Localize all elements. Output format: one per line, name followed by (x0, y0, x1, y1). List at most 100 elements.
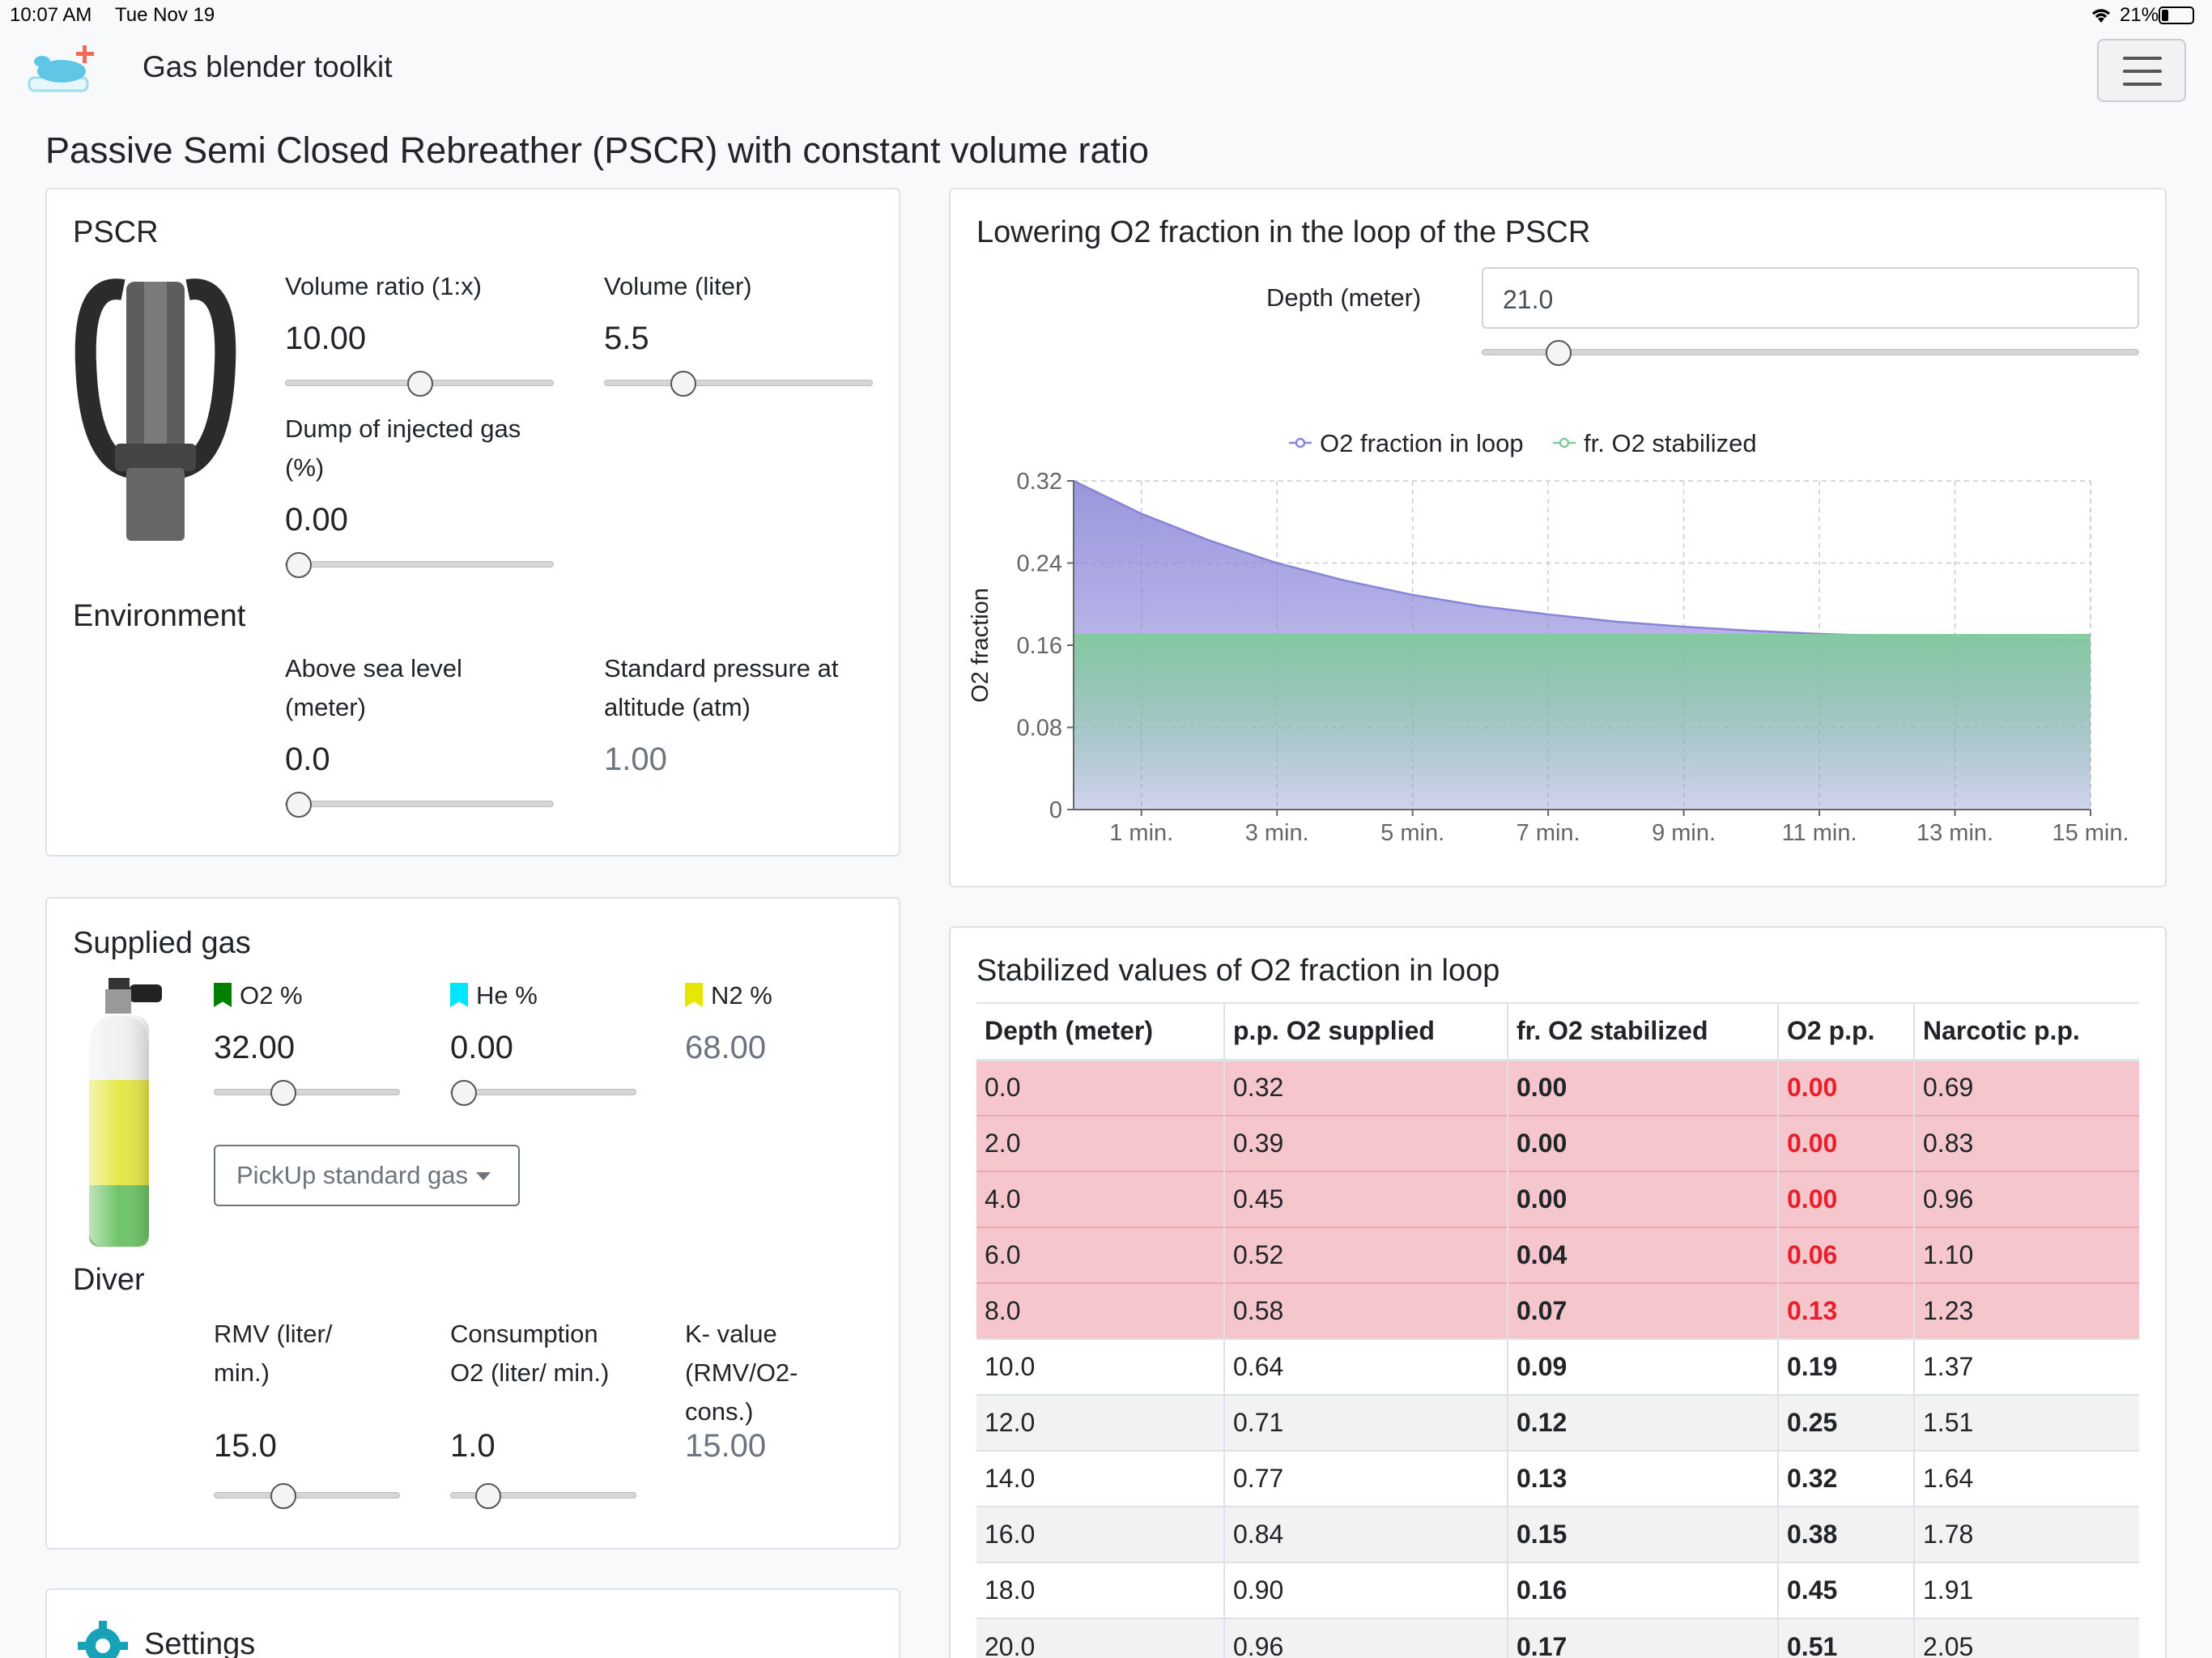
he-value: 0.00 (450, 1030, 513, 1065)
status-date: Tue Nov 19 (115, 4, 215, 26)
gas-cylinder-image (89, 978, 162, 1247)
table-row: 12.0 0.71 0.12 0.25 1.51 (976, 1394, 2139, 1451)
table-cell: 0.77 (1223, 1450, 1508, 1507)
gear-icon (78, 1621, 128, 1658)
pickup-standard-gas-dropdown[interactable]: PickUp standard gas (214, 1145, 520, 1206)
legend-marker (1559, 437, 1570, 449)
volume-ratio-slider[interactable] (285, 371, 554, 397)
x-tick-label: 15 min. (2052, 820, 2129, 846)
o2-chart: 0.32 0.24 0.16 0.08 0 1 min. 3 min. 5 min. 7 min… (968, 429, 2129, 846)
status-bar: 10:07 AM Tue Nov 19 21% (0, 0, 2212, 32)
legend-marker (1295, 437, 1306, 449)
volume-slider[interactable] (604, 371, 873, 397)
table-row: 6.0 0.52 0.04 0.06 1.10 (976, 1226, 2139, 1283)
consumption-value: 1.0 (450, 1428, 496, 1464)
volume-label: Volume (liter) (604, 272, 752, 300)
table-header-cell: O2 p.p. (1777, 1002, 1914, 1061)
table-cell: 0.00 (1507, 1171, 1778, 1227)
y-tick-label: 0.24 (1017, 551, 1062, 577)
table-cell: 18.0 (976, 1562, 1224, 1618)
rebreather-image (74, 278, 236, 541)
slider-thumb[interactable] (407, 371, 433, 397)
table-cell: 0.19 (1777, 1338, 1914, 1395)
table-cell: 0.00 (1777, 1115, 1914, 1171)
volume-ratio-value: 10.00 (285, 321, 367, 356)
table-cell: 0.00 (1507, 1115, 1778, 1171)
o2-slider[interactable] (214, 1080, 400, 1106)
table-cell: 0.71 (1223, 1394, 1508, 1451)
y-tick-label: 0 (1049, 797, 1062, 823)
depth-label: Depth (meter) (1266, 283, 1422, 312)
slider-thumb[interactable] (270, 1080, 297, 1106)
o2-value: 32.00 (214, 1030, 296, 1065)
n2-value: 68.00 (685, 1030, 767, 1065)
table-cell: 8.0 (976, 1282, 1224, 1339)
table-cell: 0.58 (1223, 1282, 1508, 1339)
depth-slider[interactable] (1482, 340, 2139, 366)
he-label: He % (450, 976, 538, 1015)
table-cell: 1.78 (1913, 1506, 2139, 1562)
slider-thumb[interactable] (451, 1080, 477, 1106)
table-cell: 0.00 (1777, 1059, 1914, 1116)
table-cell: 20.0 (976, 1618, 1224, 1658)
table-cell: 2.05 (1913, 1618, 2139, 1658)
chart-legend: O2 fraction in loop fr. O2 stabilized (1289, 429, 1757, 457)
table-cell: 0.04 (1507, 1226, 1778, 1283)
app-title[interactable]: Gas blender toolkit (143, 50, 393, 83)
table-cell: 2.0 (976, 1115, 1224, 1171)
slider-thumb[interactable] (474, 1483, 501, 1509)
app-logo-icon (28, 45, 94, 92)
depth-input[interactable]: 21.0 (1482, 267, 2139, 329)
consumption-slider[interactable] (450, 1483, 636, 1509)
rmv-slider[interactable] (214, 1483, 400, 1509)
caret-down-icon (476, 1172, 491, 1180)
pscr-heading: PSCR (73, 215, 159, 249)
series-area-2 (1074, 635, 2091, 810)
table-row: 2.0 0.39 0.00 0.00 0.83 (976, 1115, 2139, 1171)
x-tick-label: 1 min. (1109, 820, 1173, 846)
table-cell: 0.64 (1223, 1338, 1508, 1395)
table-cell: 0.15 (1507, 1506, 1778, 1562)
above-sea-slider[interactable] (285, 792, 554, 818)
table-cell: 0.83 (1913, 1115, 2139, 1171)
dump-slider[interactable] (285, 552, 554, 578)
x-tick-label: 13 min. (1916, 820, 1993, 846)
table-cell: 0.0 (976, 1059, 1224, 1116)
slider-thumb[interactable] (1546, 340, 1572, 366)
y-tick-label: 0.16 (1017, 633, 1062, 659)
table-cell: 0.12 (1507, 1394, 1778, 1451)
menu-toggle-button[interactable] (2097, 39, 2186, 102)
pscr-card (45, 188, 900, 857)
y-axis-label: O2 fraction (968, 588, 993, 703)
pressure-value: 1.00 (604, 742, 667, 777)
table-heading: Stabilized values of O2 fraction in loop (976, 954, 1500, 988)
page-title: Passive Semi Closed Rebreather (PSCR) wi… (45, 130, 1150, 171)
table-cell: 16.0 (976, 1506, 1224, 1562)
y-tick-label: 0.32 (1017, 469, 1062, 495)
x-tick-label: 5 min. (1380, 820, 1444, 846)
x-tick-label: 3 min. (1245, 820, 1309, 846)
dump-label: Dump of injected gas (%) (285, 414, 521, 482)
above-sea-value: 0.0 (285, 742, 330, 777)
rmv-value: 15.0 (214, 1428, 277, 1464)
settings-label[interactable]: Settings (144, 1627, 256, 1658)
table-row: 8.0 0.58 0.07 0.13 1.23 (976, 1282, 2139, 1339)
table-cell: 0.13 (1507, 1450, 1778, 1507)
he-slider[interactable] (450, 1080, 636, 1106)
slider-thumb[interactable] (286, 792, 312, 818)
y-tick-label: 0.08 (1017, 716, 1062, 742)
table-cell: 0.07 (1507, 1282, 1778, 1339)
slider-thumb[interactable] (270, 1483, 297, 1509)
bookmark-icon (685, 983, 703, 1007)
settings-card[interactable] (45, 1588, 900, 1658)
table-row: 18.0 0.90 0.16 0.45 1.91 (976, 1562, 2139, 1618)
supplied-gas-card (45, 897, 900, 1550)
slider-thumb[interactable] (286, 552, 312, 578)
volume-ratio-label: Volume ratio (1:x) (285, 272, 482, 300)
table-cell: 0.39 (1223, 1115, 1508, 1171)
supplied-gas-heading: Supplied gas (73, 926, 251, 960)
battery-icon (2159, 6, 2194, 24)
table-cell: 0.96 (1223, 1618, 1508, 1658)
table-cell: 0.51 (1777, 1618, 1914, 1658)
slider-thumb[interactable] (670, 371, 696, 397)
